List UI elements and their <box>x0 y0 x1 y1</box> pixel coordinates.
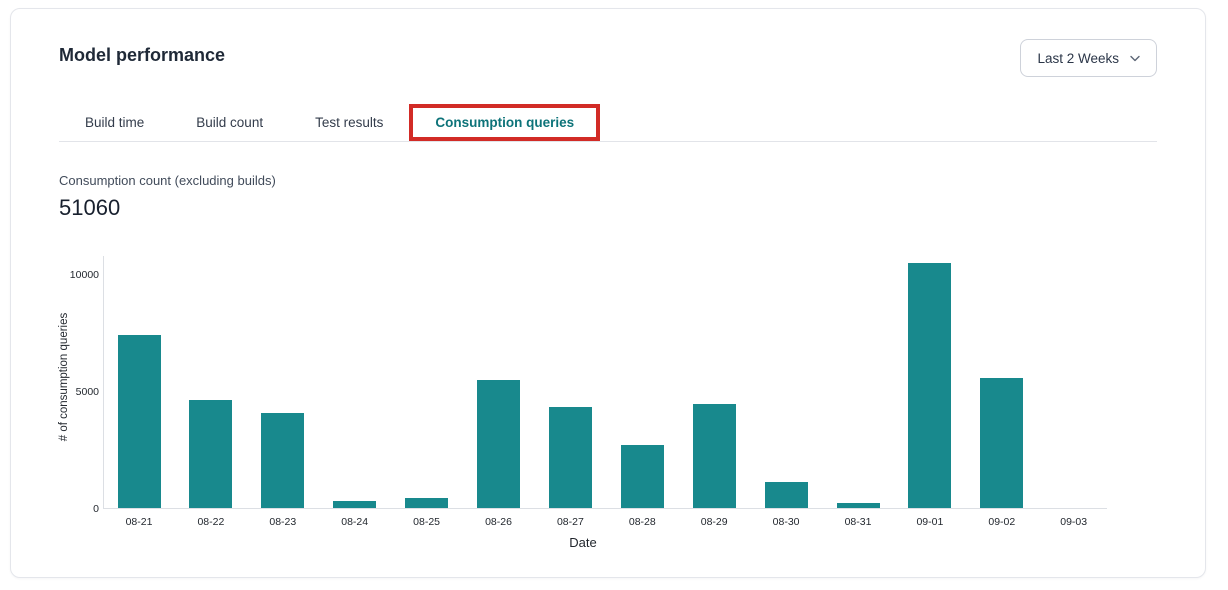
tab-build-time[interactable]: Build time <box>85 115 145 130</box>
bar-08-29 <box>692 404 736 508</box>
x-tick-09-03: 09-03 <box>1060 516 1088 528</box>
x-tick-08-22: 08-22 <box>197 516 225 528</box>
consumption-queries-chart: # of consumption queries 0 5000 10000 08-2… <box>11 256 1207 566</box>
x-tick-08-25: 08-25 <box>413 516 441 528</box>
plot-area: 08-21 08-22 08-23 08-24 08-25 08-26 08-27 08-28… <box>103 256 1107 528</box>
y-tick-5000: 5000 <box>75 385 99 398</box>
bar-08-25 <box>405 498 449 508</box>
tab-consumption-queries[interactable]: Consumption queries <box>409 104 601 141</box>
tab-test-results[interactable]: Test results <box>315 115 384 130</box>
metric-block: Consumption count (excluding builds) 510… <box>59 173 1157 220</box>
chevron-down-icon <box>1130 55 1140 62</box>
bar-09-02 <box>980 378 1024 508</box>
y-tick-10000: 10000 <box>69 268 99 281</box>
bar-08-22 <box>189 400 233 508</box>
x-tick-08-24: 08-24 <box>341 516 369 528</box>
x-axis-title: Date <box>569 535 597 550</box>
bar-08-21 <box>117 335 161 508</box>
x-tick-08-23: 08-23 <box>269 516 297 528</box>
bar-08-27 <box>548 407 592 508</box>
tab-build-count[interactable]: Build count <box>196 115 264 130</box>
x-tick-09-01: 09-01 <box>916 516 944 528</box>
bar-08-23 <box>261 413 305 508</box>
bar-08-31 <box>836 503 880 508</box>
x-tick-08-21: 08-21 <box>125 516 153 528</box>
bar-08-26 <box>477 380 520 508</box>
metric-value: 51060 <box>59 195 121 220</box>
date-range-dropdown[interactable]: Last 2 Weeks <box>1020 39 1157 77</box>
bar-09-01 <box>908 263 952 508</box>
x-tick-08-31: 08-31 <box>844 516 872 528</box>
page-title: Model performance <box>59 45 226 65</box>
x-tick-08-30: 08-30 <box>772 516 800 528</box>
y-tick-0: 0 <box>93 503 99 515</box>
x-tick-09-02: 09-02 <box>988 516 1016 528</box>
bar-08-28 <box>620 445 664 508</box>
tab-bar: Build time Build count Test results Cons… <box>59 104 1157 142</box>
bar-08-30 <box>764 482 808 508</box>
metric-label: Consumption count (excluding builds) <box>59 173 276 188</box>
card-header: Model performance Last 2 Weeks <box>11 9 1205 77</box>
date-range-label: Last 2 Weeks <box>1037 50 1119 66</box>
x-tick-08-29: 08-29 <box>700 516 728 528</box>
x-tick-08-26: 08-26 <box>485 516 512 528</box>
model-performance-card: Model performance Last 2 Weeks Build tim… <box>10 8 1206 578</box>
y-ticks: 0 5000 10000 <box>11 256 99 515</box>
x-tick-08-28: 08-28 <box>628 516 656 528</box>
bar-08-24 <box>333 501 377 508</box>
x-tick-08-27: 08-27 <box>556 516 584 528</box>
